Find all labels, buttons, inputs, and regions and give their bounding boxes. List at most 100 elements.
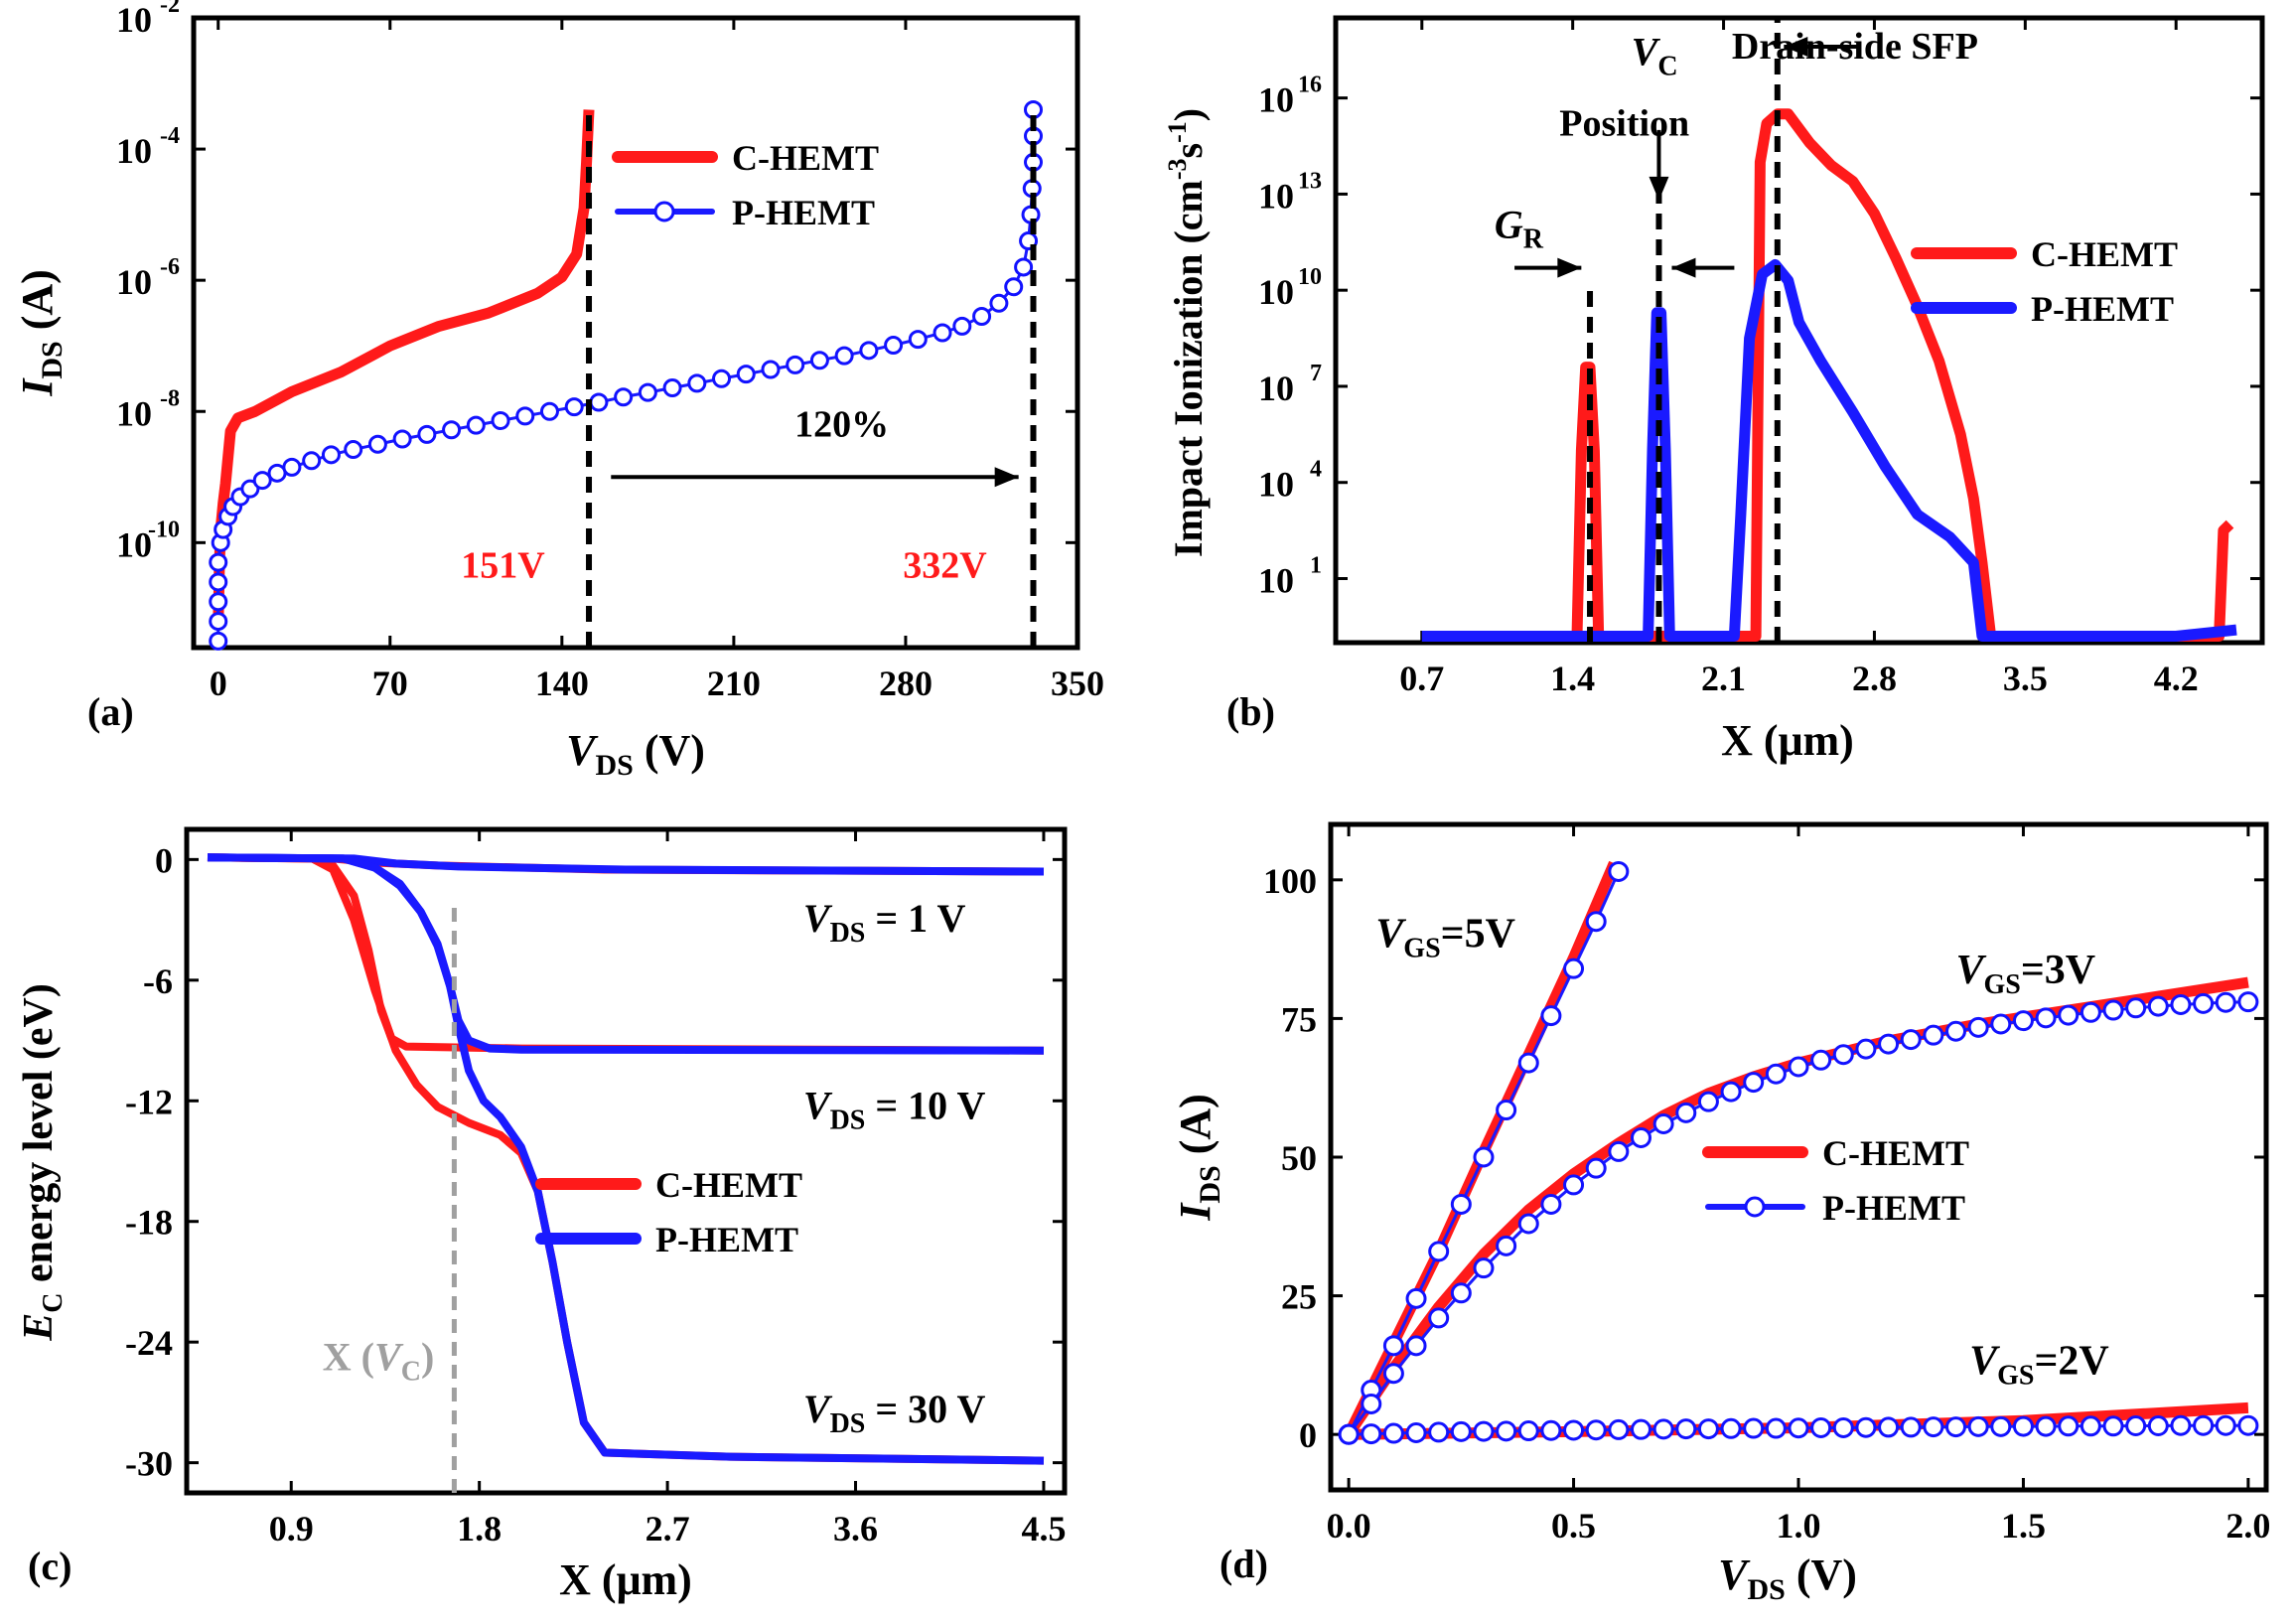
data-point-p-hemt [1967,1016,1989,1038]
x-tick-label: 1.4 [1550,659,1595,698]
data-point-p-hemt [972,306,992,326]
data-point-p-hemt [1697,1418,1719,1440]
annotation-main: V [803,1083,833,1127]
data-point-p-hemt [1832,1416,1854,1438]
data-point-p-hemt [2080,1001,2101,1023]
annotation-end: = 30 V [865,1387,985,1431]
y-tick-label: 50 [1281,1138,1317,1178]
data-point-p-hemt [1405,1287,1427,1309]
data-point-p-hemt [321,445,341,465]
x-axis-title: VDS (V) [1718,1550,1857,1606]
y-tick-exponent: -2 [160,0,180,18]
x-tick-label: 4.5 [1021,1509,1066,1548]
x-tick-label: 70 [372,664,408,703]
x-tick-label: 2.1 [1701,659,1746,698]
data-point-p-hemt [417,424,437,444]
data-point-p-hemt [1945,1416,1967,1438]
y-axis-title-unit: (A) [13,269,62,341]
data-point-p-hemt [1900,1416,1922,1438]
y-tick-label: 10 [1258,560,1294,600]
data-point-p-hemt [466,415,486,435]
annotation-sub: C [1657,51,1677,81]
data-point-p-hemt [712,369,732,388]
annotation-sub: GS [1984,969,2021,1000]
arrow-head [994,467,1019,488]
data-point-p-hemt [1405,1335,1427,1357]
annotation-main: V [1956,948,1987,993]
annotation-main: V [1969,1339,2000,1385]
y-tick-label: -6 [143,961,173,1001]
annotation-sub: GS [1997,1361,2034,1392]
plot-frame [1333,15,2265,646]
data-point-p-hemt [209,631,228,651]
data-point-p-hemt [1496,1100,1517,1121]
x-tick-label: 4.2 [2154,659,2199,698]
x-tick-label: 1.5 [2001,1506,2046,1546]
x-tick-label: 2.8 [1852,659,1897,698]
panel-label: (c) [28,1544,72,1588]
data-point-p-hemt [1788,1417,1809,1439]
data-point-p-hemt [1428,1421,1450,1443]
data-point-p-hemt [2035,1007,2057,1029]
x-axis-title-unit: (V) [1786,1550,1857,1599]
data-point-p-hemt [1855,1416,1877,1438]
annotation: GR [1495,203,1544,255]
annotation-pre: X ( [323,1334,374,1379]
data-point-p-hemt [1810,1416,1832,1438]
data-point-p-hemt [2035,1415,2057,1437]
x-tick-label: 2.7 [646,1509,690,1548]
data-point-p-hemt [1563,1174,1585,1196]
data-point-p-hemt [2102,1415,2124,1437]
data-point-p-hemt [1405,1421,1427,1443]
data-point-p-hemt [2125,1415,2147,1437]
annotation-end: =3V [2021,948,2095,993]
data-point-p-hemt [1450,1193,1472,1215]
y-axis-title-sup: -1 [1163,121,1192,143]
y-tick-exponent: 13 [1298,168,1322,194]
data-point-p-hemt [933,323,952,343]
data-point-p-hemt [1608,1140,1630,1162]
data-point-p-hemt [761,360,781,379]
data-point-p-hemt [1382,1363,1404,1385]
data-point-p-hemt [1473,1257,1495,1279]
data-point-p-hemt [1945,1020,1967,1042]
data-point-p-hemt [1923,1416,1944,1438]
y-tick-label: 10 [116,0,152,40]
data-point-p-hemt [1923,1024,1944,1046]
data-point-p-hemt [2147,995,2169,1017]
annotation: VC [1632,29,1678,81]
annotation-main: V [803,1387,833,1431]
x-axis-title-sub: DS [595,749,633,782]
annotation-end: = 10 V [865,1083,985,1127]
arrow-head [1649,176,1669,201]
annotation-end: =5V [1441,912,1515,958]
annotation-main: V [803,896,833,941]
data-point-p-hemt [2012,1415,2034,1437]
data-point-p-hemt [1878,1416,1900,1438]
y-axis-title: IDS (A) [1171,1094,1226,1222]
annotation-sub: DS [830,1105,866,1135]
legend-marker-p-hemt [1744,1196,1766,1218]
x-tick-label: 3.5 [2003,659,2048,698]
data-point-p-hemt [1652,1113,1674,1134]
data-point-p-hemt [1697,1091,1719,1112]
y-axis-title-unit: (A) [1171,1094,1220,1165]
annotation: VGS=3V [1956,948,2096,1000]
data-point-p-hemt [2147,1415,2169,1437]
y-tick-exponent: -10 [148,516,180,542]
annotation: VDS = 1 V [803,896,966,949]
data-point-p-hemt [302,451,322,471]
annotation: 120% [794,403,889,445]
data-point-p-hemt [736,365,756,384]
plot-frame [191,15,1080,651]
data-point-p-hemt [1990,1415,2012,1437]
data-point-p-hemt [1361,1393,1382,1414]
y-tick-label: 25 [1281,1277,1317,1317]
data-point-p-hemt [1743,1072,1765,1094]
y-axis-title: IDS (A) [13,269,69,397]
data-point-p-hemt [1014,257,1034,277]
annotation-end: =2V [2034,1339,2108,1385]
y-axis-title-sup: -3 [1163,158,1192,180]
